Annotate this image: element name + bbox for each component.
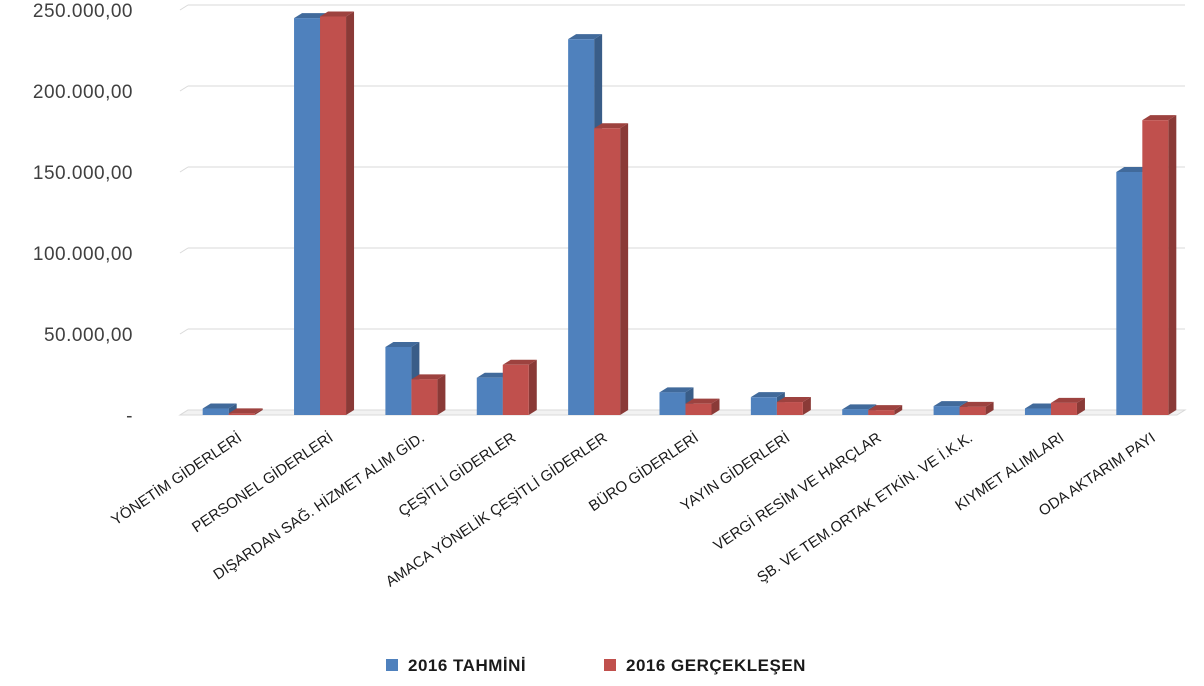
bar	[1142, 115, 1177, 415]
bar	[776, 397, 811, 415]
bar-front	[659, 392, 686, 415]
bar-top	[842, 404, 877, 410]
bars	[202, 11, 1177, 415]
y-tick-label: 250.000,00	[33, 1, 133, 22]
bar-top	[1050, 397, 1085, 403]
bar	[594, 123, 629, 415]
bar	[502, 359, 537, 415]
bar-side	[1076, 397, 1085, 415]
gridline-depth	[179, 247, 189, 254]
bar-top	[594, 123, 629, 129]
bar	[1050, 397, 1085, 415]
bar-front	[842, 409, 869, 415]
bar	[868, 405, 903, 415]
bar-front	[385, 346, 412, 415]
bar-top	[868, 405, 903, 411]
bar-front	[320, 16, 347, 415]
bar-front	[411, 379, 438, 415]
bar-front	[1024, 408, 1051, 415]
bar-front	[476, 377, 503, 415]
bar-side	[437, 374, 446, 415]
bar-top	[1024, 403, 1059, 409]
gridline-depth	[179, 4, 189, 11]
bar-top	[294, 13, 329, 19]
bar-top	[476, 372, 511, 378]
bar-front	[228, 413, 255, 415]
legend-label: 2016 GERÇEKLEŞEN	[626, 656, 806, 675]
bar-side	[346, 11, 355, 415]
bar-top	[411, 374, 446, 380]
bar-front	[1116, 172, 1143, 415]
y-tick-label: 100.000,00	[33, 244, 133, 265]
gridline-depth	[179, 166, 189, 173]
bar-top	[568, 34, 603, 40]
bar-top	[959, 401, 994, 407]
legend: 2016 TAHMİNİ 2016 GERÇEKLEŞEN	[386, 656, 806, 675]
y-tick-label: -	[126, 406, 133, 427]
bar-top	[776, 397, 811, 403]
legend-item: 2016 TAHMİNİ	[386, 656, 526, 675]
y-tick-label: 200.000,00	[33, 82, 133, 103]
bar-side	[1168, 115, 1177, 415]
bar-side	[985, 401, 994, 415]
gridline-depth	[179, 85, 189, 92]
bar-front	[1142, 120, 1169, 415]
bar	[959, 401, 994, 415]
bar-side	[528, 359, 537, 415]
bar-top	[685, 398, 720, 404]
x-tick-label: PERSONEL GİDERLERİ	[188, 428, 336, 536]
bar-front	[594, 128, 621, 415]
bar-side	[894, 405, 903, 415]
bar-top	[228, 408, 263, 414]
x-tick-label: VERGİ RESİM VE HARÇLAR	[710, 428, 885, 554]
bar-front	[1050, 402, 1077, 415]
bar	[320, 11, 355, 415]
bar-side	[802, 397, 811, 415]
bar-top	[320, 11, 355, 17]
y-tick-label: 150.000,00	[33, 163, 133, 184]
legend-swatch	[604, 659, 616, 671]
bar-side	[620, 123, 629, 415]
bar	[685, 398, 720, 415]
bar-front	[202, 408, 229, 415]
bar-front	[868, 410, 895, 415]
bar-top	[750, 392, 785, 398]
gridlines	[179, 4, 1185, 416]
bar-top	[1142, 115, 1177, 121]
bar-front	[294, 18, 321, 415]
bar-front	[933, 406, 960, 415]
bar-front	[750, 397, 777, 415]
bar-top	[385, 341, 420, 347]
bar-front	[959, 406, 986, 415]
bar-side	[254, 408, 263, 415]
legend-item: 2016 GERÇEKLEŞEN	[604, 656, 806, 675]
y-tick-label: 50.000,00	[44, 325, 133, 346]
legend-swatch	[386, 659, 398, 671]
bar-top	[933, 401, 968, 407]
bar-top	[1116, 167, 1151, 172]
bar	[228, 408, 263, 415]
legend-label: 2016 TAHMİNİ	[408, 656, 526, 675]
bar-front	[685, 403, 712, 415]
bar-top	[659, 387, 694, 393]
bar-side	[711, 398, 720, 415]
bar-top	[202, 403, 237, 409]
bar-front	[502, 364, 529, 415]
bar	[411, 374, 446, 415]
bar-front	[776, 402, 803, 415]
y-axis-ticks: - 50.000,00 100.000,00 150.000,00 200.000,00…	[33, 1, 133, 427]
bar-top	[502, 359, 537, 365]
gridline-depth	[179, 328, 189, 335]
bar-front	[568, 39, 595, 415]
